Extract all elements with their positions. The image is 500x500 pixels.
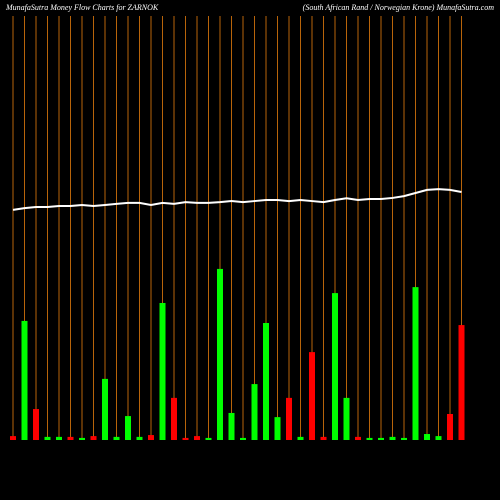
bar xyxy=(67,436,74,440)
bar xyxy=(102,378,108,440)
bar xyxy=(435,436,442,440)
bar xyxy=(401,437,407,440)
bar xyxy=(125,416,131,440)
bar xyxy=(113,436,120,440)
bar xyxy=(21,320,28,440)
bar xyxy=(10,436,16,440)
bar xyxy=(136,436,143,440)
bar xyxy=(320,436,327,440)
bar xyxy=(79,437,85,440)
bar xyxy=(194,436,200,440)
chart-subtitle: (South African Rand / Norwegian Krone) M… xyxy=(303,3,495,12)
bar xyxy=(309,352,315,440)
bar xyxy=(217,268,223,440)
bar xyxy=(33,409,39,440)
bar xyxy=(182,437,189,440)
bar xyxy=(228,412,235,440)
bar xyxy=(366,437,373,440)
bar xyxy=(171,397,177,440)
bar xyxy=(240,437,246,440)
bar xyxy=(447,414,453,440)
bar xyxy=(378,437,384,440)
bar xyxy=(343,397,350,440)
bar xyxy=(389,436,396,440)
bar xyxy=(205,437,212,440)
bar xyxy=(297,436,304,440)
bar xyxy=(458,325,465,440)
bar xyxy=(90,436,97,440)
bar xyxy=(332,293,338,440)
chart-title: MunafaSutra Money Flow Charts for ZARNOK xyxy=(5,3,159,12)
bar xyxy=(148,435,154,440)
money-flow-line xyxy=(12,188,462,211)
bar xyxy=(263,323,269,440)
bar xyxy=(355,436,361,440)
bar xyxy=(159,302,166,440)
bar xyxy=(56,436,62,440)
bar xyxy=(274,417,281,440)
bar xyxy=(424,434,430,440)
bar xyxy=(412,287,419,440)
bar xyxy=(286,397,292,440)
bar xyxy=(44,436,51,440)
bar xyxy=(251,384,258,440)
